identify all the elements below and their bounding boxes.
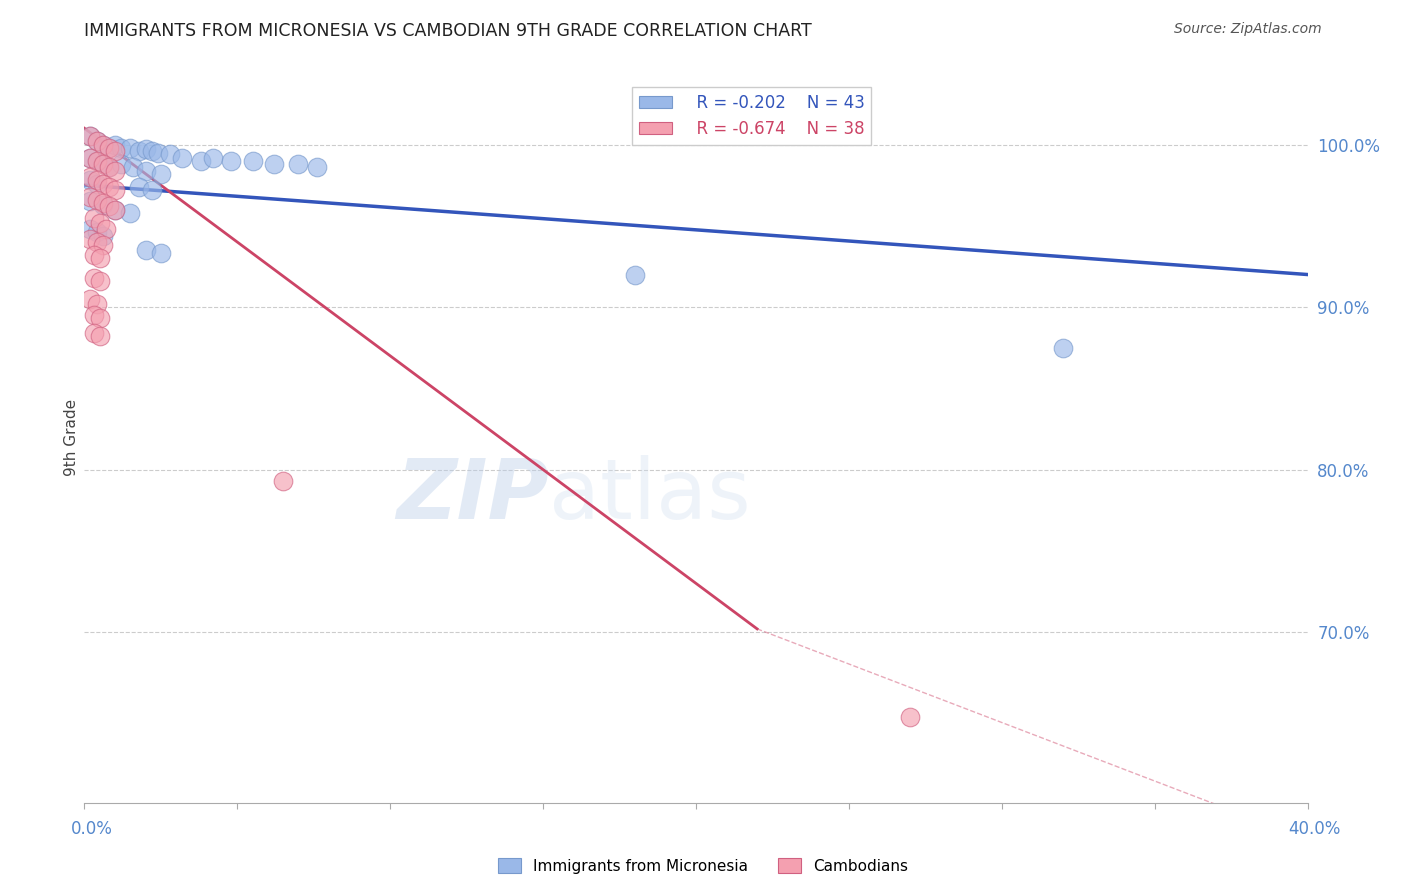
- Point: [120, 141, 142, 155]
- Point: [624, 268, 647, 282]
- Point: [128, 144, 150, 158]
- Point: [287, 157, 309, 171]
- Point: [91, 137, 114, 152]
- Point: [120, 206, 142, 220]
- Point: [79, 169, 101, 184]
- Point: [79, 194, 101, 209]
- Point: [79, 232, 101, 246]
- Point: [79, 292, 101, 306]
- Point: [91, 196, 114, 211]
- Text: 40.0%: 40.0%: [1288, 820, 1341, 838]
- Point: [172, 151, 194, 165]
- Point: [86, 173, 108, 187]
- Point: [110, 157, 132, 171]
- Point: [141, 144, 163, 158]
- Point: [97, 161, 120, 175]
- Point: [89, 215, 111, 229]
- Point: [91, 197, 114, 211]
- Point: [89, 311, 111, 326]
- Point: [97, 141, 120, 155]
- Point: [201, 151, 224, 165]
- Point: [89, 252, 111, 266]
- Point: [242, 153, 264, 168]
- Point: [89, 274, 111, 288]
- Point: [86, 235, 108, 249]
- Point: [86, 153, 108, 168]
- Point: [141, 183, 163, 197]
- Point: [104, 144, 127, 158]
- Y-axis label: 9th Grade: 9th Grade: [63, 399, 79, 475]
- Text: 0.0%: 0.0%: [70, 820, 112, 838]
- Point: [135, 163, 157, 178]
- Point: [1052, 341, 1074, 355]
- Point: [83, 270, 105, 285]
- Point: [104, 202, 127, 217]
- Point: [86, 153, 108, 168]
- Point: [219, 153, 242, 168]
- Point: [79, 151, 101, 165]
- Point: [97, 141, 120, 155]
- Point: [89, 329, 111, 343]
- Point: [97, 161, 120, 175]
- Point: [91, 157, 114, 171]
- Point: [128, 179, 150, 194]
- Text: IMMIGRANTS FROM MICRONESIA VS CAMBODIAN 9TH GRADE CORRELATION CHART: IMMIGRANTS FROM MICRONESIA VS CAMBODIAN …: [84, 22, 813, 40]
- Point: [159, 147, 181, 161]
- Point: [86, 297, 108, 311]
- Point: [86, 134, 108, 148]
- Point: [86, 225, 108, 239]
- Point: [83, 326, 105, 340]
- Point: [91, 137, 114, 152]
- Point: [91, 157, 114, 171]
- Point: [305, 161, 328, 175]
- Point: [146, 145, 169, 160]
- Point: [149, 167, 172, 181]
- Point: [86, 177, 108, 191]
- Point: [83, 308, 105, 322]
- Point: [86, 134, 108, 148]
- Point: [79, 129, 101, 144]
- Point: [190, 153, 212, 168]
- Point: [97, 199, 120, 213]
- Point: [79, 189, 101, 203]
- Point: [898, 709, 921, 723]
- Legend:   R = -0.202    N = 43,   R = -0.674    N = 38: R = -0.202 N = 43, R = -0.674 N = 38: [633, 87, 872, 145]
- Point: [104, 163, 127, 178]
- Point: [97, 179, 120, 194]
- Point: [135, 243, 157, 257]
- Point: [79, 222, 101, 236]
- Point: [79, 129, 101, 144]
- Point: [83, 211, 105, 225]
- Point: [135, 142, 157, 156]
- Text: Source: ZipAtlas.com: Source: ZipAtlas.com: [1174, 22, 1322, 37]
- Text: atlas: atlas: [550, 455, 751, 536]
- Point: [86, 193, 108, 207]
- Point: [263, 157, 285, 171]
- Point: [122, 161, 145, 175]
- Point: [79, 151, 101, 165]
- Point: [110, 141, 132, 155]
- Text: ZIP: ZIP: [396, 455, 550, 536]
- Legend: Immigrants from Micronesia, Cambodians: Immigrants from Micronesia, Cambodians: [492, 852, 914, 880]
- Point: [83, 248, 105, 262]
- Point: [79, 173, 101, 187]
- Point: [271, 474, 294, 488]
- Point: [91, 177, 114, 191]
- Point: [104, 202, 127, 217]
- Point: [149, 246, 172, 260]
- Point: [104, 137, 127, 152]
- Point: [94, 222, 117, 236]
- Point: [104, 183, 127, 197]
- Point: [91, 228, 114, 243]
- Point: [91, 238, 114, 252]
